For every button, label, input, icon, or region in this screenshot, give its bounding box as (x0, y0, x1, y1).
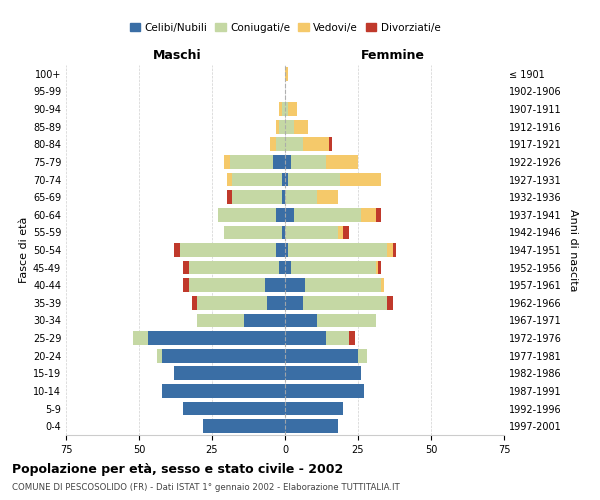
Bar (197, 314, 244, 328)
Bar (285, 384, 364, 398)
Bar (294, 208, 361, 222)
Bar (305, 278, 382, 292)
Bar (232, 190, 282, 204)
Bar (282, 226, 285, 239)
Bar (282, 102, 285, 116)
Bar (285, 260, 291, 274)
Bar (288, 172, 340, 186)
Bar (274, 155, 285, 169)
Bar (244, 314, 285, 328)
Bar (285, 349, 358, 362)
Bar (276, 138, 285, 151)
Bar (148, 331, 285, 345)
Bar (279, 260, 285, 274)
Bar (276, 120, 279, 134)
Bar (157, 349, 163, 362)
Bar (218, 208, 276, 222)
Bar (285, 155, 291, 169)
Bar (294, 120, 308, 134)
Bar (302, 138, 329, 151)
Bar (224, 155, 230, 169)
Bar (183, 278, 188, 292)
Bar (326, 155, 358, 169)
Bar (230, 155, 274, 169)
Bar (232, 172, 282, 186)
Bar (317, 314, 376, 328)
Bar (317, 190, 338, 204)
Bar (393, 243, 396, 257)
Bar (276, 208, 285, 222)
Bar (282, 172, 285, 186)
Y-axis label: Fasce di età: Fasce di età (19, 217, 29, 283)
Bar (197, 296, 268, 310)
Bar (282, 190, 285, 204)
Bar (361, 208, 376, 222)
Bar (279, 120, 285, 134)
Bar (387, 296, 393, 310)
Bar (285, 243, 288, 257)
Bar (188, 278, 265, 292)
Bar (268, 296, 285, 310)
Bar (291, 155, 326, 169)
Bar (285, 314, 317, 328)
Bar (288, 243, 387, 257)
Bar (343, 226, 349, 239)
Bar (285, 208, 294, 222)
Text: COMUNE DI PESCOSOLIDO (FR) - Dati ISTAT 1° gennaio 2002 - Elaborazione TUTTITALI: COMUNE DI PESCOSOLIDO (FR) - Dati ISTAT … (12, 484, 400, 492)
Bar (163, 384, 285, 398)
Bar (285, 102, 288, 116)
Y-axis label: Anni di nascita: Anni di nascita (568, 209, 578, 291)
Bar (285, 420, 338, 433)
Bar (379, 260, 382, 274)
Bar (285, 120, 294, 134)
Bar (285, 226, 338, 239)
Text: Femmine: Femmine (361, 50, 425, 62)
Bar (279, 102, 282, 116)
Bar (174, 366, 285, 380)
Legend: Celibi/Nubili, Coniugati/e, Vedovi/e, Divorziati/e: Celibi/Nubili, Coniugati/e, Vedovi/e, Di… (125, 18, 445, 36)
Bar (183, 260, 188, 274)
Bar (329, 138, 332, 151)
Bar (180, 243, 276, 257)
Bar (163, 349, 285, 362)
Bar (285, 190, 317, 204)
Bar (271, 138, 276, 151)
Bar (285, 278, 305, 292)
Bar (285, 172, 288, 186)
Bar (288, 102, 296, 116)
Bar (382, 278, 384, 292)
Bar (291, 260, 376, 274)
Bar (183, 402, 285, 415)
Bar (224, 226, 282, 239)
Bar (326, 331, 349, 345)
Bar (349, 331, 355, 345)
Bar (203, 420, 285, 433)
Bar (387, 243, 393, 257)
Bar (191, 296, 197, 310)
Bar (285, 366, 361, 380)
Bar (285, 402, 343, 415)
Bar (285, 296, 302, 310)
Bar (227, 190, 232, 204)
Bar (285, 67, 288, 80)
Bar (188, 260, 279, 274)
Bar (376, 260, 379, 274)
Bar (133, 331, 148, 345)
Bar (174, 243, 180, 257)
Bar (340, 172, 382, 186)
Bar (285, 331, 326, 345)
Text: Popolazione per età, sesso e stato civile - 2002: Popolazione per età, sesso e stato civil… (12, 462, 343, 475)
Bar (376, 208, 382, 222)
Bar (285, 138, 302, 151)
Bar (358, 349, 367, 362)
Bar (302, 296, 387, 310)
Bar (265, 278, 285, 292)
Bar (338, 226, 343, 239)
Text: Maschi: Maschi (152, 50, 201, 62)
Bar (276, 243, 285, 257)
Bar (227, 172, 232, 186)
